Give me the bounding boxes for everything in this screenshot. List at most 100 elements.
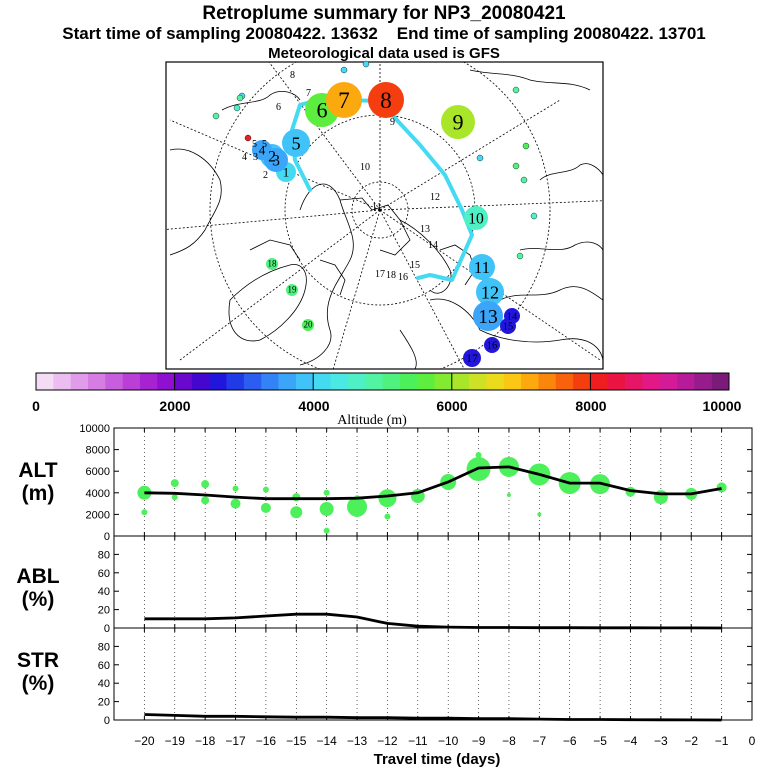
colorbar-segment — [313, 373, 331, 390]
plume-particle — [522, 142, 530, 150]
y-tick-label: 40 — [98, 586, 110, 598]
y-tick-label: 6000 — [86, 466, 110, 478]
plume-circle — [282, 129, 310, 157]
x-tick-label: −9 — [472, 734, 486, 748]
sampling-times: Start time of sampling 20080422. 13632 E… — [0, 24, 768, 44]
met-data-note: Meteorological data used is GFS — [268, 45, 500, 62]
start-time-label: Start time of sampling 20080422. 13632 — [62, 24, 378, 43]
svg-text:7: 7 — [306, 88, 311, 99]
colorbar-segment — [278, 373, 297, 390]
abl-frame — [113, 535, 753, 629]
abl-x-ticks — [143, 536, 723, 628]
plume-particle — [476, 154, 484, 162]
colorbar-segment — [451, 373, 470, 390]
alt-point — [384, 513, 391, 520]
y-tick-label: 80 — [98, 549, 110, 561]
x-tick-label: −20 — [134, 734, 155, 748]
plume-circle — [252, 140, 272, 160]
alt-point — [378, 489, 397, 508]
svg-text:15: 15 — [410, 260, 420, 271]
colorbar-segment — [295, 373, 314, 390]
plume-circle — [500, 318, 516, 334]
colorbar-segment — [538, 373, 557, 390]
x-tick-label: −19 — [165, 734, 186, 748]
plume-label: 1 — [283, 165, 290, 180]
alt-point — [171, 494, 178, 501]
str-line — [144, 713, 722, 722]
y-tick-label: 2000 — [86, 509, 110, 521]
svg-text:9: 9 — [390, 117, 395, 128]
colorbar-segment — [209, 373, 227, 390]
svg-text:2: 2 — [263, 170, 268, 181]
plume-label: 7 — [338, 88, 350, 114]
alt-point — [201, 496, 210, 505]
y-tick-label: 10000 — [79, 423, 110, 435]
plume-particle — [212, 112, 220, 120]
alt-point — [141, 509, 148, 516]
y-tick-label: 0 — [104, 531, 110, 543]
colorbar-segment — [469, 373, 487, 390]
x-tick-label: −13 — [347, 734, 368, 748]
colorbar-segment — [521, 373, 539, 390]
colorbar-label: Altitude (m) — [337, 413, 407, 428]
plume-particle — [512, 162, 520, 170]
plume-circle — [368, 82, 404, 118]
colorbar-segment — [382, 373, 401, 390]
alt-point — [260, 502, 271, 513]
colorbar-segment — [53, 373, 71, 390]
y-tick-label: 20 — [98, 605, 110, 617]
alt-point — [716, 482, 727, 493]
colorbar-segment — [157, 373, 175, 390]
svg-text:5: 5 — [252, 139, 257, 150]
abl-y-ticks: 0 20 40 60 80 — [98, 549, 752, 635]
colorbar-tick: 0 — [32, 398, 40, 414]
plume-particle — [516, 252, 524, 260]
x-tick-label: −18 — [195, 734, 216, 748]
x-tick-label: 0 — [749, 734, 756, 748]
altitude-colorbar — [35, 372, 730, 391]
end-time-label: End time of sampling 20080422. 13701 — [396, 24, 706, 43]
trajectory-line — [290, 96, 474, 282]
colorbar-segment — [70, 373, 89, 390]
alt-point — [262, 486, 269, 493]
x-tick-label: −15 — [286, 734, 307, 748]
alt-point — [347, 496, 368, 517]
plume-label: 8 — [380, 88, 392, 114]
colorbar-segment — [174, 373, 193, 390]
plume-circle — [463, 349, 481, 367]
plume-circle — [473, 301, 503, 331]
colorbar-segment — [573, 373, 591, 390]
plume-particle — [530, 212, 538, 220]
x-tick-label: −5 — [593, 734, 607, 748]
colorbar-segment — [659, 373, 678, 390]
colorbar-segment — [87, 373, 106, 390]
alt-point — [323, 489, 330, 496]
svg-text:17: 17 — [375, 269, 385, 280]
svg-text:11: 11 — [372, 202, 382, 213]
plume-circle — [326, 82, 362, 118]
x-tick-label: −11 — [408, 734, 428, 748]
plume-circle — [469, 254, 495, 280]
colorbar-segment — [486, 373, 505, 390]
alt-median-line — [144, 465, 722, 501]
colorbar-segment — [365, 373, 383, 390]
svg-text:4: 4 — [242, 152, 247, 163]
colorbar-segment — [191, 373, 210, 390]
x-tick-label: −14 — [316, 734, 337, 748]
y-tick-label: 8000 — [86, 445, 110, 457]
alt-panel-units: (m) — [22, 482, 55, 505]
colorbar-segment — [642, 373, 660, 390]
alt-point — [232, 485, 239, 492]
plume-circle — [484, 337, 500, 353]
alt-point — [170, 479, 179, 488]
abl-line — [144, 612, 722, 630]
plume-particle — [233, 104, 241, 112]
str-panel-label: STR — [17, 649, 59, 672]
plume-circle — [464, 206, 488, 230]
alt-point — [323, 527, 330, 534]
plume-particle — [512, 86, 520, 94]
colorbar-segment — [122, 373, 141, 390]
colorbar-segment — [434, 373, 453, 390]
plume-circle — [476, 278, 504, 306]
